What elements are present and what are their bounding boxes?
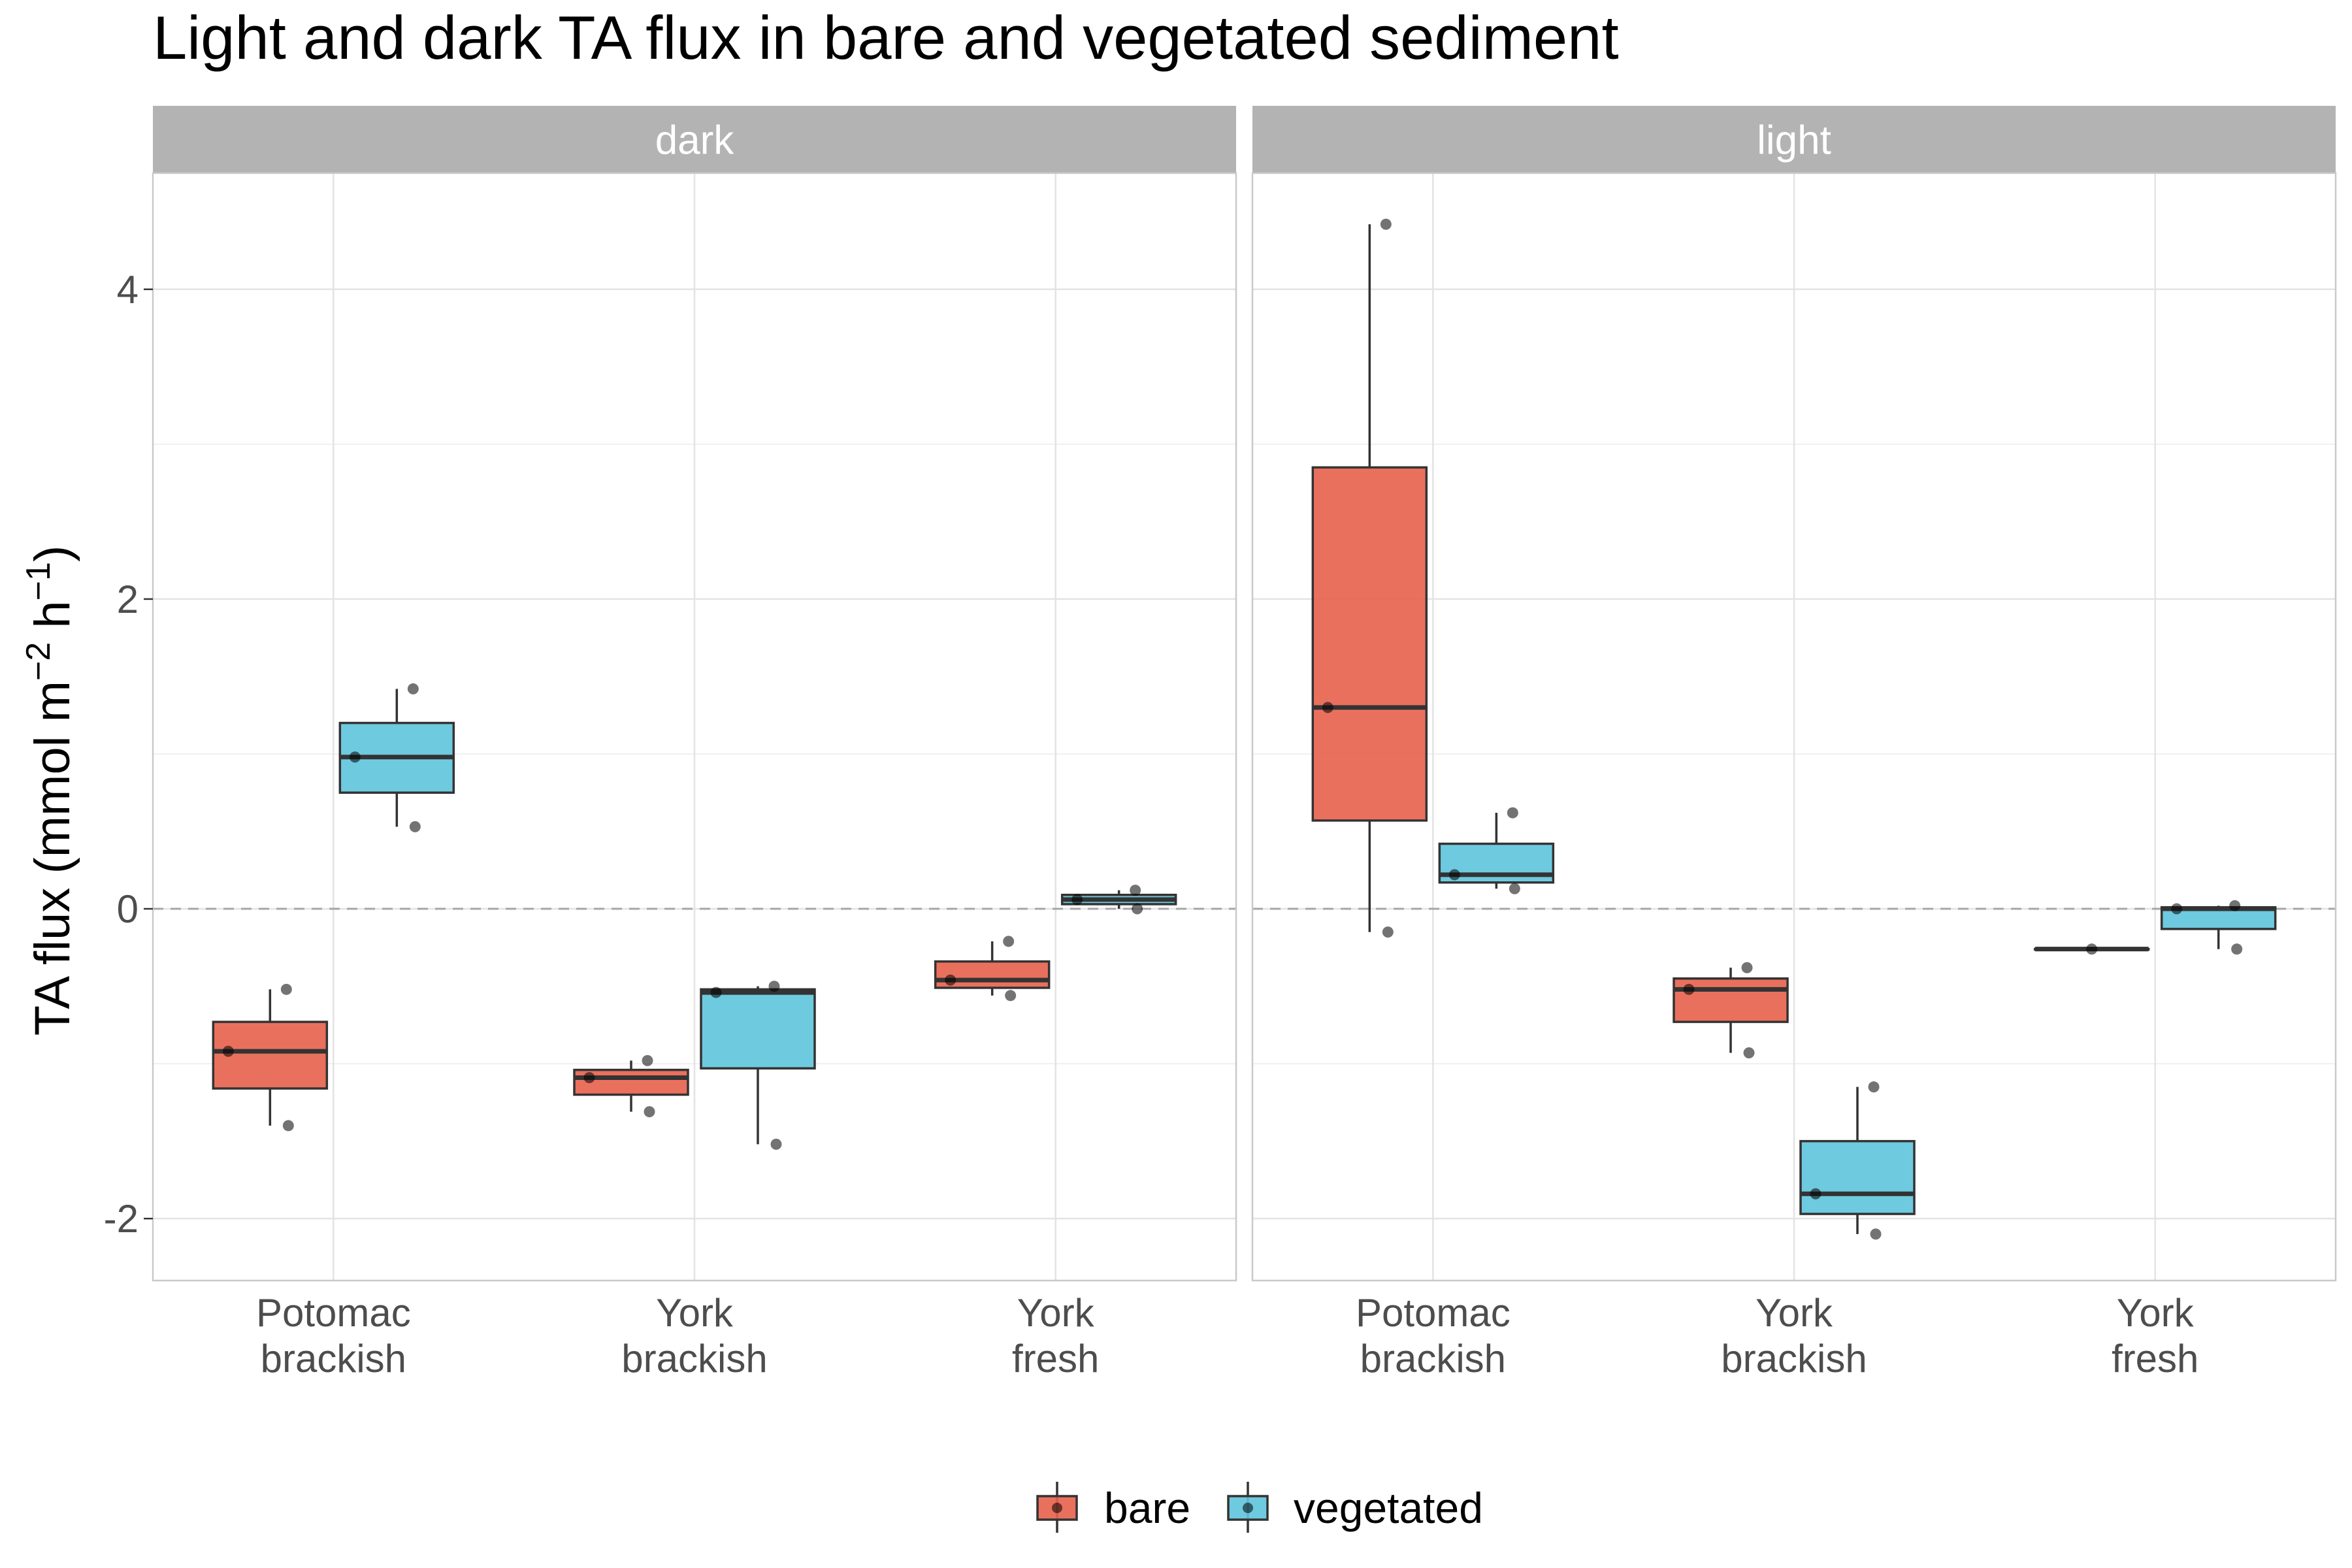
data-point	[1322, 702, 1333, 713]
y-tick-label: -2	[104, 1197, 139, 1241]
box-iqr	[1799, 1139, 1916, 1215]
data-point	[710, 987, 722, 998]
y-tick-label: 0	[117, 887, 139, 931]
data-point	[2229, 900, 2241, 911]
data-point	[1507, 807, 1518, 819]
data-point	[945, 974, 956, 986]
y-axis-title-sup1: −2	[20, 642, 57, 681]
x-tick-line: Potomac	[1356, 1291, 1511, 1335]
x-tick-label: York brackish	[621, 1291, 767, 1380]
y-axis: -2 0 2 4	[104, 268, 153, 1241]
panel-border	[1251, 172, 2337, 1282]
x-tick-line: York	[1017, 1291, 1095, 1335]
box-vegetated	[2160, 900, 2277, 955]
legend: bare vegetated	[1036, 1482, 1483, 1533]
data-point	[407, 683, 419, 694]
data-point	[1743, 1047, 1755, 1059]
y-axis-title-end: )	[25, 546, 80, 562]
data-point	[768, 981, 780, 992]
box-vegetated	[700, 981, 816, 1150]
data-point	[644, 1106, 655, 1118]
data-point	[1810, 1188, 1821, 1200]
data-point	[642, 1054, 653, 1066]
chart-title: Light and dark TA flux in bare and veget…	[153, 3, 1619, 72]
x-tick-line: fresh	[1012, 1337, 1099, 1380]
box-bare	[573, 1054, 689, 1118]
data-point	[1448, 869, 1460, 881]
data-point	[1741, 962, 1753, 973]
x-tick-line: brackish	[1360, 1337, 1506, 1380]
data-point	[280, 983, 292, 995]
data-point	[1071, 894, 1083, 906]
data-point	[1509, 883, 1520, 894]
x-tick-line: York	[656, 1291, 734, 1335]
data-point	[2086, 943, 2098, 955]
y-tick-label: 4	[117, 268, 139, 312]
x-tick-label: Potomac brackish	[1356, 1291, 1511, 1380]
x-tick-line: fresh	[2112, 1337, 2198, 1380]
data-point	[349, 751, 361, 763]
box-vegetated	[338, 683, 455, 832]
data-point	[1380, 218, 1392, 230]
x-tick-line: brackish	[1721, 1337, 1867, 1380]
y-axis-title-mid: h	[25, 600, 80, 642]
strip-label-light: light	[1757, 118, 1831, 163]
legend-item-bare: bare	[1036, 1482, 1190, 1533]
x-tick-line: brackish	[261, 1337, 406, 1380]
panel-border	[152, 172, 1237, 1282]
data-point	[282, 1120, 294, 1132]
box-bare	[1311, 218, 1428, 938]
data-point	[409, 821, 421, 832]
data-point	[1870, 1228, 1882, 1240]
box-bare	[2033, 943, 2150, 955]
y-axis-title-base: TA flux (mmol m	[25, 681, 80, 1036]
data-point	[1003, 936, 1015, 947]
box-bare	[1673, 962, 1789, 1059]
box-iqr	[1311, 466, 1428, 822]
data-point	[1868, 1081, 1880, 1093]
data-point	[2171, 903, 2183, 915]
box-vegetated	[1438, 807, 1555, 894]
box-bare	[934, 936, 1051, 1002]
x-tick-line: brackish	[621, 1337, 767, 1380]
data-point	[1005, 990, 1017, 1002]
y-axis-title-sup2: −1	[20, 562, 57, 600]
x-tick-line: York	[2117, 1291, 2195, 1335]
box-iqr	[700, 988, 816, 1070]
x-tick-label: York fresh	[2112, 1291, 2198, 1380]
data-point	[1130, 885, 1141, 896]
data-point	[770, 1138, 782, 1150]
box-iqr	[934, 960, 1051, 989]
x-tick-line: Potomac	[256, 1291, 411, 1335]
data-point	[583, 1071, 595, 1083]
x-tick-label: York fresh	[1012, 1291, 1099, 1380]
data-point	[1132, 903, 1143, 915]
strip-dark	[153, 106, 1236, 173]
strip-label-dark: dark	[655, 118, 735, 163]
legend-key-point	[1243, 1503, 1253, 1513]
box-bare	[212, 983, 329, 1132]
data-point	[1683, 983, 1695, 995]
x-tick-line: York	[1756, 1291, 1833, 1335]
legend-label-vegetated: vegetated	[1294, 1484, 1483, 1532]
legend-item-vegetated: vegetated	[1227, 1482, 1483, 1533]
data-point	[1382, 926, 1394, 938]
data-point	[2231, 943, 2243, 955]
x-tick-label: Potomac brackish	[256, 1291, 411, 1380]
data-point	[222, 1045, 234, 1057]
x-tick-label: York brackish	[1721, 1291, 1867, 1380]
y-tick-label: 2	[117, 578, 139, 621]
legend-key-box	[1036, 1495, 1078, 1521]
legend-label-bare: bare	[1104, 1484, 1190, 1532]
box-vegetated	[1799, 1081, 1916, 1240]
box-vegetated	[1060, 885, 1177, 915]
y-axis-title: TA flux (mmol m−2 h−1)	[20, 546, 80, 1036]
strip-light	[1252, 106, 2336, 173]
legend-key-point	[1052, 1503, 1062, 1513]
